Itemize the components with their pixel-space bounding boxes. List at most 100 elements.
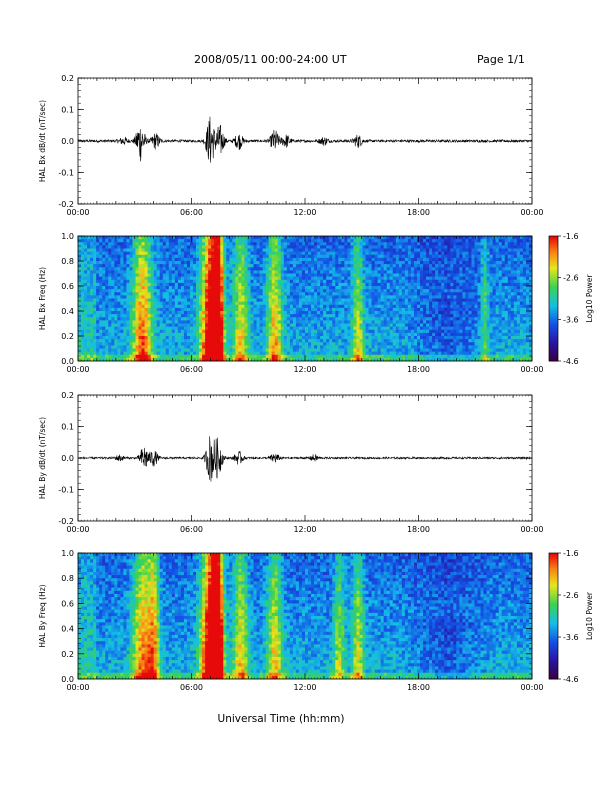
heatmap-cell [256,289,260,293]
heatmap-cell [356,279,360,284]
heatmap-cell [362,242,366,246]
heatmap-cell [311,279,315,284]
heatmap-cell [277,251,282,256]
heatmap-cell [277,357,282,362]
heatmap-cell [347,264,351,268]
heatmap-cell [380,248,385,253]
heatmap-cell [244,298,248,303]
heatmap-cell [383,279,388,284]
heatmap-cell [99,345,103,349]
heatmap-cell [90,339,94,343]
heatmap-cell [292,345,297,349]
heatmap-cell [177,242,182,246]
heatmap-cell [171,279,176,284]
heatmap-cell [196,264,200,268]
heatmap-cell [256,298,260,303]
heatmap-cell [362,304,366,309]
heatmap-cell [347,242,351,246]
heatmap-cell [235,254,239,259]
heatmap-cell [78,251,82,256]
heatmap-cell [135,329,139,334]
heatmap-cell [410,251,415,256]
heatmap-cell [114,286,118,290]
heatmap-cell [416,342,421,346]
heatmap-cell [105,317,109,321]
heatmap-cell [262,289,267,293]
heatmap-cell [99,282,103,287]
heatmap-cell [329,242,333,246]
heatmap-cell [323,317,327,321]
heatmap-cell [105,292,109,296]
heatmap-cell [413,257,418,262]
heatmap-cell [232,351,236,356]
heatmap-cell [423,320,427,324]
heatmap-cell [147,339,152,343]
heatmap-cell [368,295,372,299]
heatmap-cell [335,351,339,356]
heatmap-cell [407,273,412,278]
heatmap-cell [311,354,315,359]
heatmap-cell [356,304,360,309]
heatmap-cell [347,304,351,309]
heatmap-cell [180,245,185,249]
heatmap-cell [193,314,197,318]
heatmap-cell [301,326,306,331]
heatmap-cell [311,339,315,343]
heatmap-cell [177,351,182,356]
heatmap-cell [317,251,321,256]
heatmap-cell [220,282,224,287]
heatmap-cell [274,254,279,259]
heatmap-cell [305,339,309,343]
heatmap-cell [416,326,421,331]
heatmap-cell [232,264,236,268]
heatmap-cell [235,289,239,293]
heatmap-cell [238,239,242,243]
heatmap-cell [413,354,418,359]
heatmap-cell [168,336,173,340]
heatmap-cell [407,332,412,337]
heatmap-cell [183,311,188,315]
heatmap-cell [383,273,388,278]
heatmap-cell [265,351,270,356]
heatmap-cell [232,245,236,249]
heatmap-cell [416,282,421,287]
heatmap-cell [189,257,194,262]
heatmap-cell [108,304,112,309]
heatmap-cell [196,251,200,256]
heatmap-cell [377,329,382,334]
heatmap-cell [220,323,224,328]
heatmap-cell [84,320,88,324]
heatmap-cell [265,304,270,309]
heatmap-cell [407,239,412,243]
heatmap-cell [320,357,324,362]
heatmap-cell [223,242,227,246]
heatmap-cell [311,236,315,240]
heatmap-cell [326,332,330,337]
heatmap-cell [317,282,321,287]
heatmap-cell [344,342,348,346]
heatmap-cell [283,286,288,290]
heatmap-cell [129,304,133,309]
heatmap-cell [78,254,82,259]
heatmap-cell [347,323,351,328]
heatmap-cell [323,351,327,356]
heatmap-cell [126,257,130,262]
heatmap-cell [283,298,288,303]
heatmap-cell [159,264,164,268]
heatmap-cell [81,314,85,318]
heatmap-cell [226,314,230,318]
heatmap-cell [90,307,94,312]
heatmap-cell [404,282,409,287]
heatmap-cell [420,298,424,303]
heatmap-cell [235,282,239,287]
heatmap-cell [283,292,288,296]
heatmap-cell [420,248,424,253]
heatmap-cell [335,354,339,359]
heatmap-cell [286,332,291,337]
heatmap-cell [159,307,164,312]
heatmap-cell [274,320,279,324]
heatmap-cell [377,317,382,321]
heatmap-cell [341,339,345,343]
heatmap-cell [383,348,388,353]
heatmap-cell [220,339,224,343]
